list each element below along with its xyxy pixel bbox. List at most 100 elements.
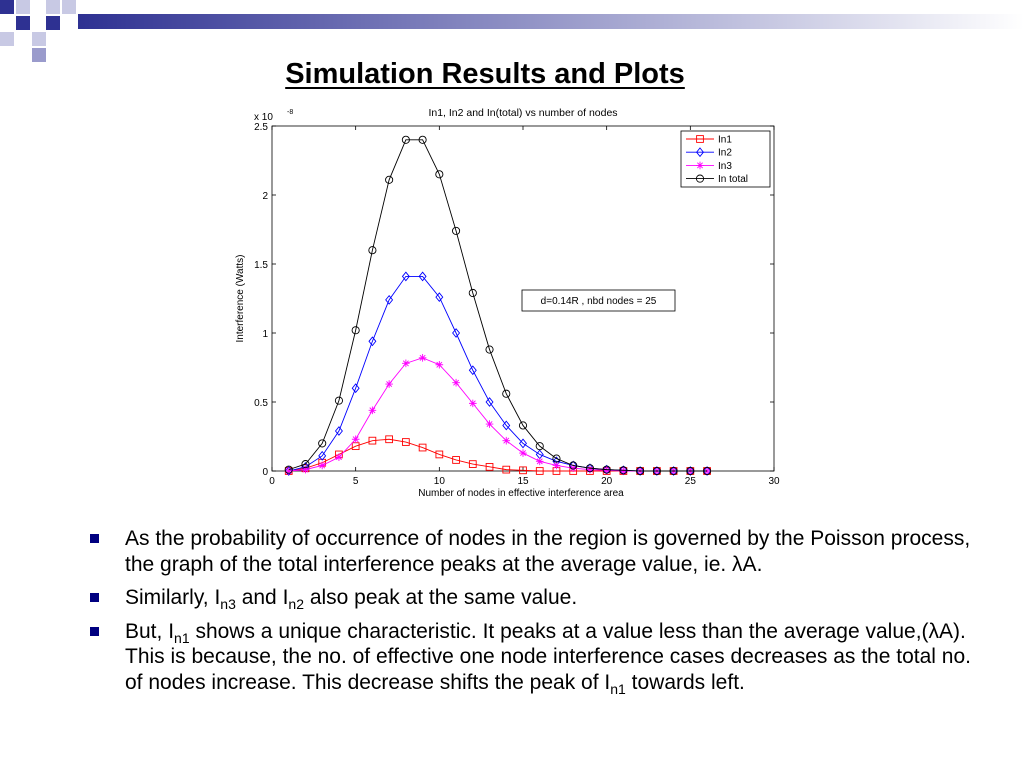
data-point	[368, 246, 377, 255]
data-point	[519, 438, 527, 449]
legend-marker	[695, 174, 705, 183]
data-point	[452, 328, 461, 338]
data-point	[585, 464, 594, 473]
data-point	[502, 436, 511, 445]
data-point	[368, 406, 377, 415]
legend: In1 In2 In3 In total	[680, 130, 771, 188]
x-tick-label: 25	[685, 476, 697, 487]
series-line	[288, 139, 708, 472]
data-point	[334, 396, 343, 405]
bullet-item: As the probability of occurrence of node…	[88, 526, 988, 577]
data-point	[351, 383, 360, 394]
data-point	[669, 466, 678, 476]
data-point	[334, 426, 343, 436]
data-point	[686, 466, 695, 476]
data-point	[385, 435, 393, 444]
y-exponent-label: x 10	[254, 112, 273, 123]
annotation-text: d=0.14R , nbd nodes = 25	[541, 296, 657, 307]
data-point	[485, 420, 494, 428]
y-tick-label: 0	[262, 467, 268, 478]
legend-label: In3	[718, 161, 732, 172]
data-point	[652, 466, 661, 476]
corner-decoration	[0, 0, 1024, 62]
bullet-list: As the probability of occurrence of node…	[88, 526, 988, 703]
data-point	[518, 421, 528, 430]
x-axis-label: Number of nodes in effective interferenc…	[418, 488, 624, 499]
data-point	[284, 467, 293, 475]
data-point	[435, 450, 444, 459]
data-point	[452, 226, 461, 235]
data-point	[402, 438, 410, 446]
data-point	[619, 466, 628, 475]
data-point	[502, 465, 511, 474]
data-point	[519, 466, 527, 475]
x-tick-label: 0	[269, 476, 275, 487]
data-point	[485, 345, 494, 354]
x-tick-label: 30	[768, 476, 780, 487]
data-point	[401, 135, 410, 144]
data-point	[468, 460, 477, 468]
data-point	[686, 466, 695, 476]
data-point	[301, 460, 310, 469]
interference-chart: In1, In2 and In(total) vs number of node…	[226, 100, 792, 502]
x-tick-label: 20	[601, 476, 613, 487]
slide-title: Simulation Results and Plots	[285, 58, 685, 90]
data-point	[284, 466, 293, 476]
data-point	[385, 294, 394, 305]
chart-svg: In1, In2 and In(total) vs number of node…	[235, 107, 780, 499]
series-in-total	[284, 135, 712, 476]
data-point	[602, 465, 611, 474]
data-point	[418, 354, 427, 362]
data-point	[586, 465, 594, 474]
x-tick-label: 10	[434, 476, 446, 487]
data-point	[402, 359, 410, 368]
data-point	[602, 466, 611, 475]
x-tick-label: 15	[517, 476, 529, 487]
y-tick-label: 2	[262, 191, 268, 202]
y-tick-label: 2.5	[254, 122, 268, 133]
data-point	[619, 467, 628, 475]
data-point	[351, 435, 360, 444]
data-point	[535, 442, 544, 451]
x-tick-label: 5	[353, 476, 359, 487]
data-point	[385, 380, 393, 388]
data-point	[418, 443, 427, 452]
annotation: d=0.14R , nbd nodes = 25	[521, 289, 676, 312]
data-point	[351, 326, 360, 335]
bullet-item: Similarly, In3 and In2 also peak at the …	[88, 585, 988, 611]
chart-title: In1, In2 and In(total) vs number of node…	[428, 107, 617, 119]
legend-box	[680, 130, 771, 188]
data-point	[401, 271, 410, 282]
y-tick-label: 1.5	[254, 260, 268, 271]
data-point	[435, 360, 444, 369]
data-point	[435, 170, 444, 179]
bullet-item: But, In1 shows a unique characteristic. …	[88, 619, 988, 696]
title-gradient-bar	[78, 14, 1024, 29]
y-tick-label: 1	[262, 329, 268, 340]
data-point	[703, 466, 712, 476]
y-exponent: -8	[287, 109, 293, 116]
data-point	[452, 378, 460, 387]
bullet-square-icon	[90, 593, 99, 602]
data-point	[569, 461, 578, 470]
data-point	[552, 461, 561, 470]
bullet-square-icon	[90, 534, 99, 543]
legend-label: In1	[718, 135, 732, 146]
data-point	[703, 467, 711, 475]
data-point	[318, 461, 326, 470]
data-point	[469, 399, 477, 408]
legend-label: In total	[718, 174, 748, 185]
data-point	[368, 336, 377, 347]
data-point	[535, 457, 544, 466]
data-point	[569, 464, 577, 473]
bullet-square-icon	[90, 626, 99, 636]
data-point	[418, 135, 427, 144]
data-point	[368, 436, 377, 445]
bullet-text: As the probability of occurrence of node…	[125, 527, 971, 576]
data-point	[502, 389, 511, 398]
y-tick-label: 0.5	[254, 398, 268, 409]
data-point	[468, 288, 477, 298]
data-point	[318, 439, 327, 448]
data-point	[535, 467, 544, 475]
legend-marker	[696, 147, 704, 158]
